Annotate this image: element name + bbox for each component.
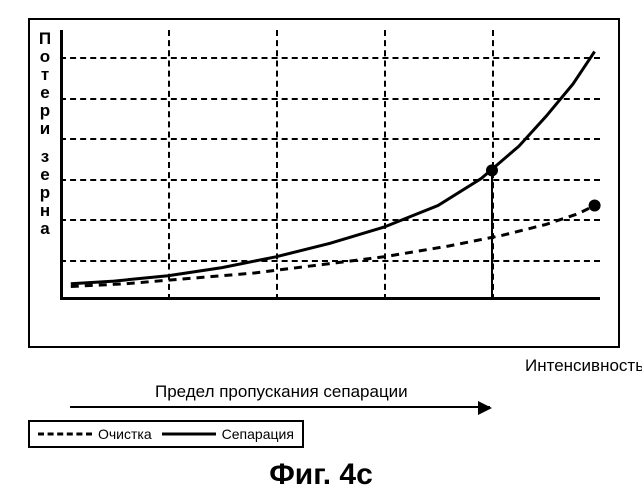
limit-arrow xyxy=(70,406,490,408)
marker-separation xyxy=(486,164,498,176)
figure-caption: Фиг. 4c xyxy=(0,458,642,492)
series-separation xyxy=(71,52,595,284)
legend-label: Очистка xyxy=(98,426,152,442)
x-axis-label: Интенсивность xyxy=(525,356,642,376)
marker-cleaning xyxy=(589,200,601,212)
y-axis-label: Потеризерна xyxy=(36,30,54,238)
page: Потеризерна Интенсивность Предел пропуск… xyxy=(0,0,642,500)
plot-area xyxy=(60,30,600,300)
series-cleaning xyxy=(71,206,595,287)
limit-label: Предел пропускания сепарации xyxy=(155,382,408,402)
plot-svg xyxy=(60,30,600,300)
legend-item: Очистка xyxy=(38,426,152,442)
legend-item: Сепарация xyxy=(162,426,294,442)
dash-swatch-icon xyxy=(38,427,92,441)
line-swatch-icon xyxy=(162,427,216,441)
legend-label: Сепарация xyxy=(222,426,294,442)
chart-frame: Потеризерна xyxy=(28,18,620,348)
legend: Очистка Сепарация xyxy=(28,420,304,448)
